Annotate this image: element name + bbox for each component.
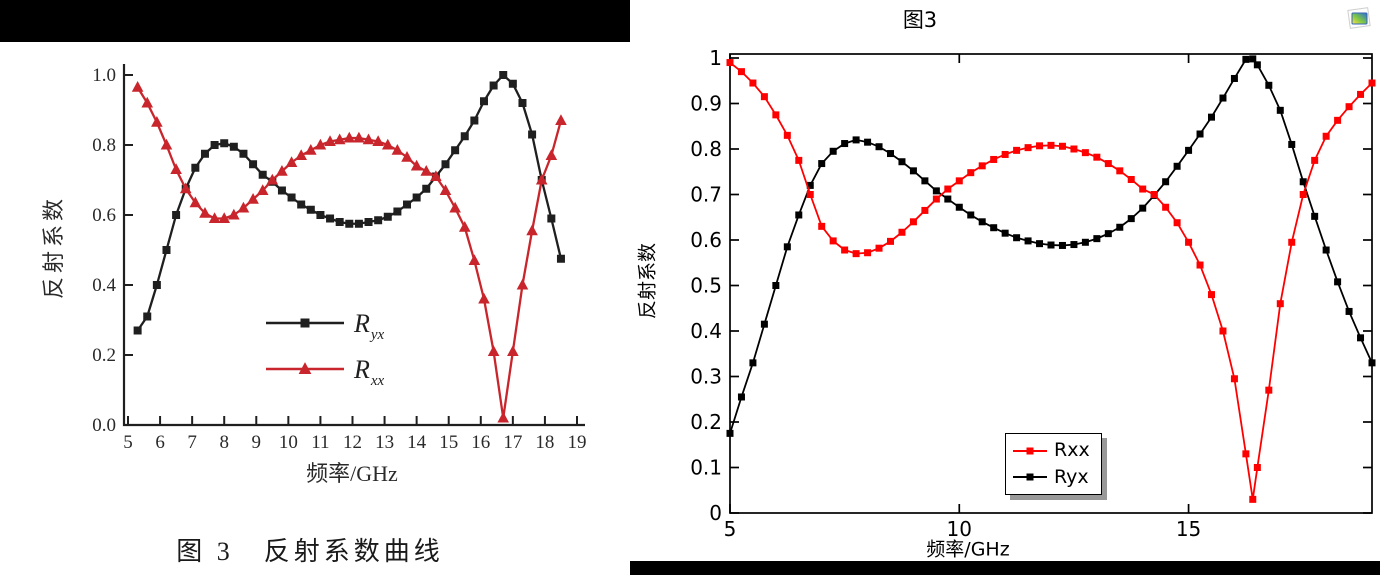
sim-y-axis-ticks: 0 0.1 0.2 0.3 0.4 0.5 0.6 0.7 0.8 0.9 1 [690,46,1372,525]
svg-text:15: 15 [1176,517,1201,541]
legend-label: Rxx [1054,439,1090,462]
left-figure-caption: 图 3 反射系数曲线 [176,537,444,566]
svg-text:0.4: 0.4 [690,319,722,343]
sim-x-axis-ticks: 5 10 15 [724,54,1201,541]
paper-y-axis-ticks: 0.0 0.2 0.4 0.6 0.8 1.0 [92,65,133,436]
svg-text:0.6: 0.6 [690,228,722,252]
svg-text:10: 10 [947,517,972,541]
svg-text:0.6: 0.6 [92,205,116,226]
svg-text:0.5: 0.5 [690,274,722,298]
svg-text:0.1: 0.1 [690,456,722,480]
svg-text:5: 5 [724,517,737,541]
svg-text:0.2: 0.2 [690,410,722,434]
svg-text:0.2: 0.2 [92,345,116,366]
svg-text:0: 0 [709,501,722,525]
svg-text:16: 16 [471,432,490,453]
legend-entry-Rxx: Rxx [1013,441,1094,460]
left-scan-top-bar [0,0,630,42]
right-legend-box: Rxx Ryx [1005,433,1102,495]
svg-text:8: 8 [219,432,229,453]
svg-text:6: 6 [155,432,165,453]
svg-text:9: 9 [252,432,262,453]
svg-text:18: 18 [535,432,554,453]
paper-x-axis-ticks: 5 6 7 8 9 10 11 12 13 14 15 16 17 18 19 [123,416,586,453]
image-snapshot-icon[interactable] [1346,5,1372,31]
svg-text:0.8: 0.8 [690,137,722,161]
svg-text:0.8: 0.8 [92,135,116,156]
right-scan-bottom-bar [630,561,1380,575]
svg-text:1: 1 [709,46,722,70]
series-Ryx [133,71,565,335]
svg-text:14: 14 [407,432,427,453]
svg-text:11: 11 [311,432,329,453]
svg-text:7: 7 [187,432,197,453]
axes-box [729,53,1373,514]
svg-text:17: 17 [503,432,522,453]
series-Rxx [726,59,1376,503]
svg-text:15: 15 [439,432,458,453]
svg-text:Ryx: Ryx [353,309,385,343]
legend-entry-Ryx: Ryx [1013,465,1094,488]
svg-text:0.9: 0.9 [690,92,722,116]
left-paper-chart: 5 6 7 8 9 10 11 12 13 14 15 16 17 18 19 0.0 0.2 0.4 0.6 0.8… [92,64,586,453]
right-x-axis-label: 频率/GHz [926,538,1010,561]
svg-text:19: 19 [567,432,586,453]
left-x-axis-label: 频率/GHz [306,461,398,486]
legend-marker-Rxx [1013,447,1047,455]
right-chart-title: 图3 [902,8,938,32]
series-Rxx [131,81,567,423]
svg-text:10: 10 [279,432,298,453]
svg-text:1.0: 1.0 [92,65,116,86]
svg-text:0.4: 0.4 [92,275,116,296]
svg-text:Rxx: Rxx [353,355,385,389]
left-y-axis-label: 反射系数 [41,194,66,300]
svg-text:0.3: 0.3 [690,365,722,389]
right-comsol-chart: 5 10 15 0 0.1 0.2 0.3 0.4 0.5 0.6 0.7 0.8 0.9 1 [690,46,1376,541]
svg-text:0.0: 0.0 [92,415,116,436]
svg-text:5: 5 [123,432,133,453]
paper-legend: Ryx Rxx [266,309,385,389]
svg-text:0.7: 0.7 [690,183,722,207]
svg-text:13: 13 [375,432,394,453]
svg-text:12: 12 [343,432,362,453]
legend-marker-Ryx [1013,473,1047,481]
right-y-axis-label: 反射系数 [636,242,659,320]
legend-label: Ryx [1054,465,1089,488]
series-Ryx [726,55,1376,437]
